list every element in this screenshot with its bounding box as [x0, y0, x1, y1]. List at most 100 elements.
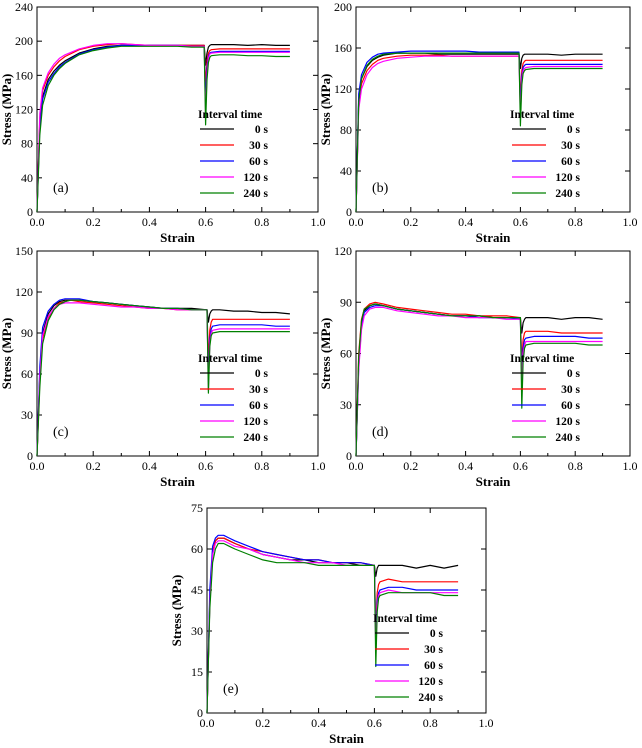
x-tick-label: 0.2 — [86, 215, 101, 229]
x-tick-label: 0.6 — [513, 459, 528, 473]
legend-title: Interval time — [373, 613, 437, 625]
x-tick-label: 0.0 — [349, 459, 364, 473]
x-tick-label: 0.4 — [142, 215, 157, 229]
x-tick-label: 0.8 — [568, 215, 583, 229]
y-axis-title: Stress (MPa) — [318, 74, 333, 146]
legend-label: 60 s — [561, 400, 580, 412]
y-axis-title: Stress (MPa) — [318, 318, 333, 390]
legend-title: Interval time — [510, 109, 574, 121]
panel-label: (a) — [53, 181, 69, 196]
series-line-30s — [36, 43, 290, 213]
x-axis-title: Strain — [160, 474, 195, 489]
legend-label: 30 s — [561, 384, 580, 396]
y-tick-label: 0 — [346, 449, 352, 463]
x-axis-title: Strain — [160, 230, 195, 245]
legend-label: 60 s — [249, 156, 268, 168]
legend-label: 120 s — [555, 416, 580, 428]
y-tick-label: 120 — [15, 103, 33, 117]
series-line-60s — [36, 44, 290, 213]
x-tick-label: 0.0 — [200, 716, 215, 730]
y-tick-label: 45 — [191, 583, 203, 597]
y-tick-label: 160 — [15, 68, 33, 82]
y-tick-label: 30 — [21, 408, 33, 422]
chart-panel-5: 0.0 0.2 0.4 0.6 0.8 1.0 0 15 30 45 60 75 Strain Stres… — [169, 501, 494, 746]
legend: Interval time 0 s 30 s 60 s 120 s 240 s — [373, 613, 444, 704]
y-tick-label: 40 — [21, 171, 33, 185]
x-tick-label: 1.0 — [311, 459, 326, 473]
y-tick-label: 0 — [27, 449, 33, 463]
legend-label: 30 s — [249, 384, 268, 396]
series-line-120s — [36, 43, 290, 213]
x-tick-label: 0.6 — [367, 716, 382, 730]
y-axis-title: Stress (MPa) — [0, 74, 14, 146]
y-axis-title: Stress (MPa) — [169, 575, 184, 647]
x-tick-label: 0.6 — [198, 215, 213, 229]
y-tick-label: 40 — [340, 164, 352, 178]
legend-label: 240 s — [418, 692, 443, 704]
y-tick-label: 160 — [334, 41, 352, 55]
x-tick-label: 1.0 — [623, 215, 638, 229]
series-line-120s — [355, 306, 603, 457]
plot-frame — [355, 6, 631, 213]
y-tick-label: 150 — [15, 244, 33, 258]
y-tick-label: 0 — [197, 706, 203, 720]
x-tick-label: 0.2 — [403, 215, 418, 229]
legend-label: 120 s — [418, 676, 443, 688]
x-tick-label: 0.2 — [403, 459, 418, 473]
x-axis-title: Strain — [329, 731, 364, 746]
legend-title: Interval time — [510, 353, 574, 365]
panel-label: (b) — [372, 181, 389, 196]
legend-label: 0 s — [255, 124, 269, 136]
legend-label: 120 s — [243, 416, 268, 428]
legend-label: 60 s — [249, 400, 268, 412]
x-tick-label: 1.0 — [623, 459, 638, 473]
y-tick-label: 120 — [334, 244, 352, 258]
y-tick-label: 90 — [21, 326, 33, 340]
y-tick-label: 80 — [340, 123, 352, 137]
legend-label: 0 s — [567, 368, 581, 380]
series-line-240s — [355, 303, 603, 457]
legend-label: 0 s — [567, 124, 581, 136]
y-tick-label: 200 — [334, 0, 352, 14]
x-tick-label: 0.6 — [513, 215, 528, 229]
x-tick-label: 0.8 — [568, 459, 583, 473]
panel-label: (e) — [223, 682, 239, 697]
legend-label: 30 s — [249, 140, 268, 152]
legend-label: 120 s — [243, 172, 268, 184]
legend-label: 240 s — [555, 188, 580, 200]
legend-label: 240 s — [243, 432, 268, 444]
series-line-240s — [36, 299, 290, 457]
legend-label: 30 s — [561, 140, 580, 152]
y-axis-title: Stress (MPa) — [0, 318, 14, 390]
legend-label: 30 s — [424, 644, 443, 656]
x-tick-label: 0.4 — [458, 215, 473, 229]
x-tick-label: 0.2 — [255, 716, 270, 730]
plot-frame — [36, 250, 319, 457]
series-line-240s — [206, 542, 459, 714]
y-tick-label: 120 — [334, 82, 352, 96]
y-tick-label: 80 — [21, 137, 33, 151]
legend-label: 0 s — [430, 628, 444, 640]
legend-label: 60 s — [561, 156, 580, 168]
series-line-0s — [355, 52, 603, 213]
x-tick-label: 0.0 — [30, 459, 45, 473]
series-line-120s — [355, 55, 603, 213]
series-line-120s — [206, 540, 459, 714]
y-tick-label: 75 — [191, 501, 203, 515]
plot-frame — [36, 6, 319, 213]
y-tick-label: 0 — [27, 205, 33, 219]
series-line-60s — [355, 50, 603, 213]
x-tick-label: 1.0 — [311, 215, 326, 229]
plot-frame — [206, 507, 487, 714]
panel-label: (d) — [372, 425, 389, 440]
legend-label: 120 s — [555, 172, 580, 184]
x-tick-label: 0.8 — [254, 459, 269, 473]
legend-label: 240 s — [555, 432, 580, 444]
chart-panel-3: 0.0 0.2 0.4 0.6 0.8 1.0 0 30 60 90 120 150 Strain Str… — [0, 244, 326, 489]
y-tick-label: 240 — [15, 0, 33, 14]
x-tick-label: 0.4 — [458, 459, 473, 473]
chart-panel-2: 0.0 0.2 0.4 0.6 0.8 1.0 0 40 80 120 160 200 Strain St… — [318, 0, 638, 245]
series-line-240s — [355, 52, 603, 213]
series-line-240s — [36, 45, 290, 213]
